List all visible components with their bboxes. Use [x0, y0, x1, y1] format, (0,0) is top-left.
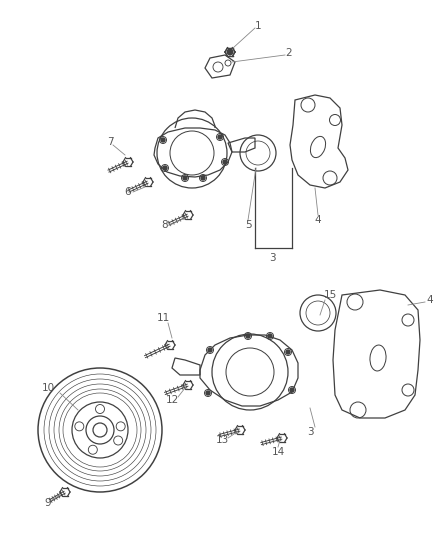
Circle shape — [206, 391, 210, 395]
Circle shape — [268, 334, 272, 338]
Circle shape — [183, 176, 187, 180]
Text: 4: 4 — [314, 215, 321, 225]
Text: 12: 12 — [166, 395, 179, 405]
Circle shape — [208, 348, 212, 352]
Text: 3: 3 — [307, 427, 313, 437]
Circle shape — [201, 176, 205, 180]
Text: 4: 4 — [427, 295, 433, 305]
Text: 8: 8 — [162, 220, 168, 230]
Text: 13: 13 — [215, 435, 229, 445]
Circle shape — [218, 135, 222, 139]
Text: 15: 15 — [323, 290, 337, 300]
Text: 11: 11 — [156, 313, 170, 323]
Circle shape — [290, 388, 294, 392]
Text: 5: 5 — [245, 220, 251, 230]
Circle shape — [246, 334, 250, 338]
Circle shape — [161, 138, 165, 142]
Circle shape — [227, 50, 233, 54]
Circle shape — [223, 160, 227, 164]
Text: 7: 7 — [107, 137, 113, 147]
Text: 10: 10 — [42, 383, 55, 393]
Circle shape — [286, 350, 290, 354]
Text: 9: 9 — [45, 498, 51, 508]
Text: 1: 1 — [254, 21, 261, 31]
Text: 6: 6 — [125, 187, 131, 197]
Text: 14: 14 — [272, 447, 285, 457]
Text: 2: 2 — [286, 48, 292, 58]
Text: 3: 3 — [268, 253, 276, 263]
Circle shape — [163, 166, 167, 170]
